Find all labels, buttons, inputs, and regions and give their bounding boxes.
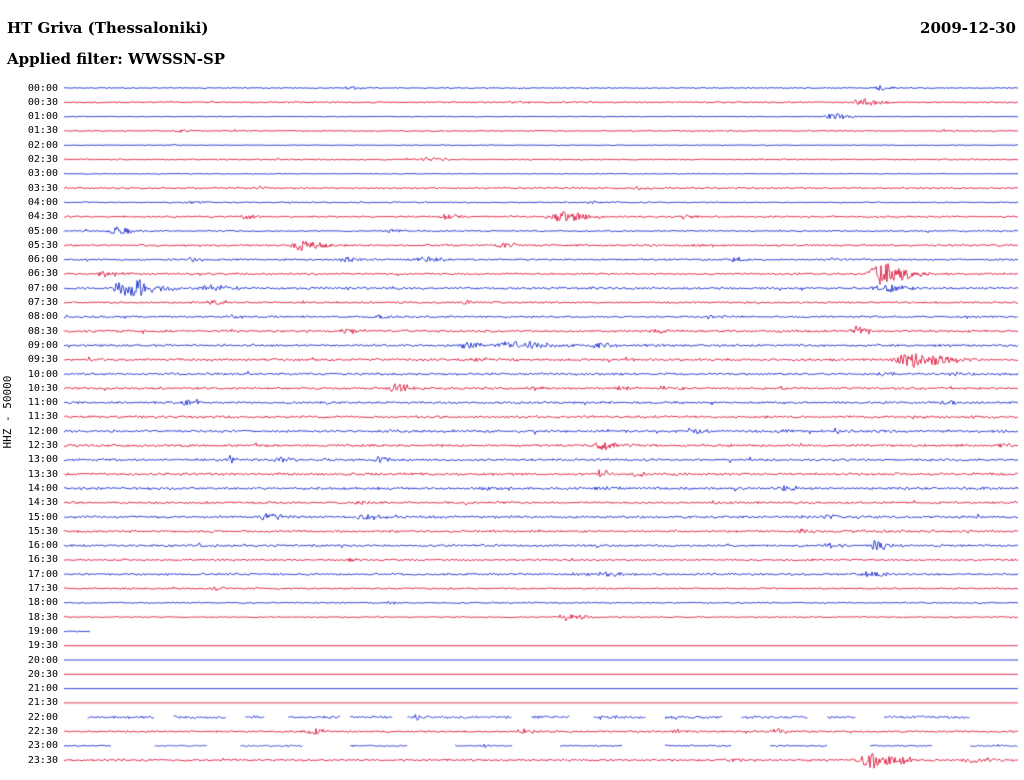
row-time-label: 02:00 bbox=[27, 139, 58, 151]
row-time-label: 19:30 bbox=[27, 640, 58, 652]
row-time-label: 06:30 bbox=[27, 268, 58, 280]
row-time-label: 14:30 bbox=[27, 497, 58, 509]
row-time-label: 13:00 bbox=[27, 454, 58, 466]
row-time-label: 12:00 bbox=[27, 425, 58, 437]
row-time-label: 23:30 bbox=[27, 754, 58, 766]
row-time-label: 08:30 bbox=[27, 325, 58, 337]
row-time-label: 00:00 bbox=[27, 82, 58, 94]
row-time-label: 14:00 bbox=[27, 482, 58, 494]
row-time-label: 17:00 bbox=[27, 568, 58, 580]
row-time-label: 15:00 bbox=[27, 511, 58, 523]
row-labels: 00:00 00:30 01:00 01:30 02:00 02:30 03:00 03:30… bbox=[0, 0, 60, 780]
row-time-label: 21:00 bbox=[27, 683, 58, 695]
row-time-label: 01:30 bbox=[27, 125, 58, 137]
row-time-label: 06:00 bbox=[27, 254, 58, 266]
row-time-label: 11:00 bbox=[27, 397, 58, 409]
row-time-label: 04:30 bbox=[27, 211, 58, 223]
row-time-label: 18:00 bbox=[27, 597, 58, 609]
row-time-label: 20:00 bbox=[27, 654, 58, 666]
row-time-label: 02:30 bbox=[27, 154, 58, 165]
row-time-label: 18:30 bbox=[27, 611, 58, 623]
row-time-label: 07:30 bbox=[27, 297, 58, 308]
row-time-label: 10:00 bbox=[27, 368, 58, 380]
row-time-label: 13:30 bbox=[27, 468, 58, 480]
row-time-label: 07:00 bbox=[27, 282, 58, 294]
row-time-label: 23:00 bbox=[27, 740, 58, 752]
row-time-label: 16:00 bbox=[27, 540, 58, 552]
row-time-label: 03:00 bbox=[27, 168, 58, 180]
row-time-label: 22:30 bbox=[27, 726, 58, 737]
row-time-label: 15:30 bbox=[27, 525, 58, 537]
row-time-label: 20:30 bbox=[27, 668, 58, 680]
row-time-label: 19:00 bbox=[27, 625, 58, 637]
row-time-label: 17:30 bbox=[27, 583, 58, 594]
row-time-label: 22:00 bbox=[27, 711, 58, 723]
row-time-label: 00:30 bbox=[27, 96, 58, 108]
row-time-label: 21:30 bbox=[27, 697, 58, 709]
row-time-label: 05:00 bbox=[27, 225, 58, 237]
row-time-label: 05:30 bbox=[27, 239, 58, 251]
row-time-label: 09:30 bbox=[27, 354, 58, 366]
row-time-label: 03:30 bbox=[27, 182, 58, 194]
row-time-label: 04:00 bbox=[27, 196, 58, 208]
row-time-label: 01:00 bbox=[27, 111, 58, 123]
row-time-label: 10:30 bbox=[27, 382, 58, 394]
row-time-label: 08:00 bbox=[27, 311, 58, 323]
row-time-label: 16:30 bbox=[27, 554, 58, 566]
row-time-label: 11:30 bbox=[27, 411, 58, 423]
row-time-label: 12:30 bbox=[27, 440, 58, 451]
row-time-label: 09:00 bbox=[27, 339, 58, 351]
